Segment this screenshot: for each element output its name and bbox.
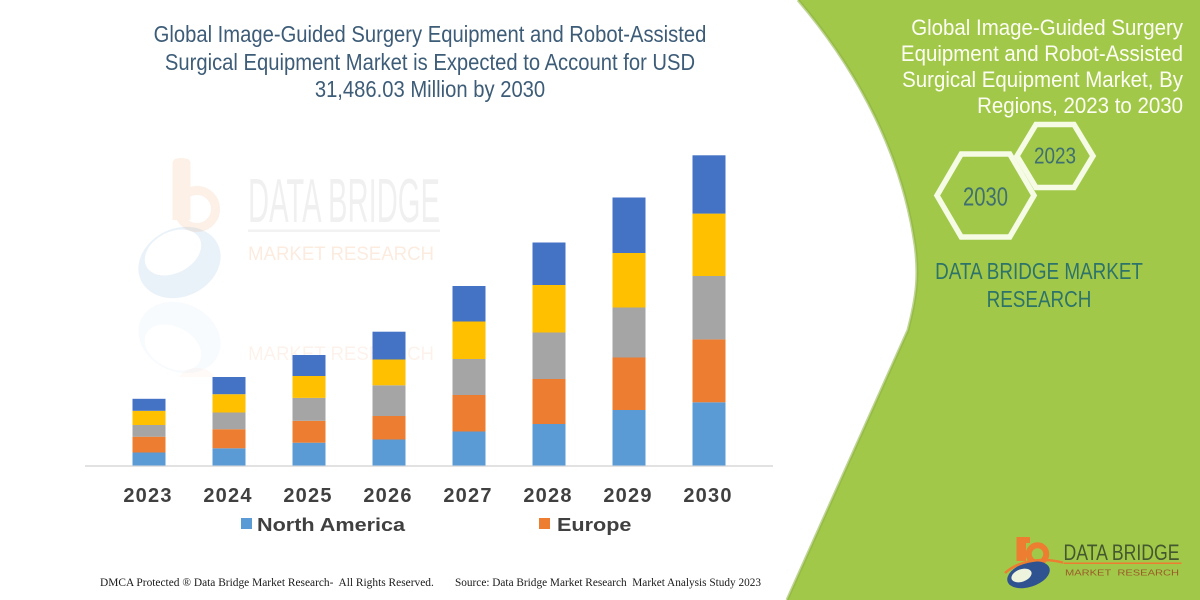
svg-text:MARKET RESEARCH: MARKET RESEARCH bbox=[1065, 569, 1179, 578]
svg-text:DATA BRIDGE: DATA BRIDGE bbox=[248, 167, 440, 236]
svg-text:2023: 2023 bbox=[1034, 143, 1076, 169]
svg-text:2030: 2030 bbox=[963, 182, 1008, 212]
svg-text:DATA BRIDGE: DATA BRIDGE bbox=[1064, 540, 1180, 565]
svg-text:MARKET RESEARCH: MARKET RESEARCH bbox=[248, 244, 434, 265]
